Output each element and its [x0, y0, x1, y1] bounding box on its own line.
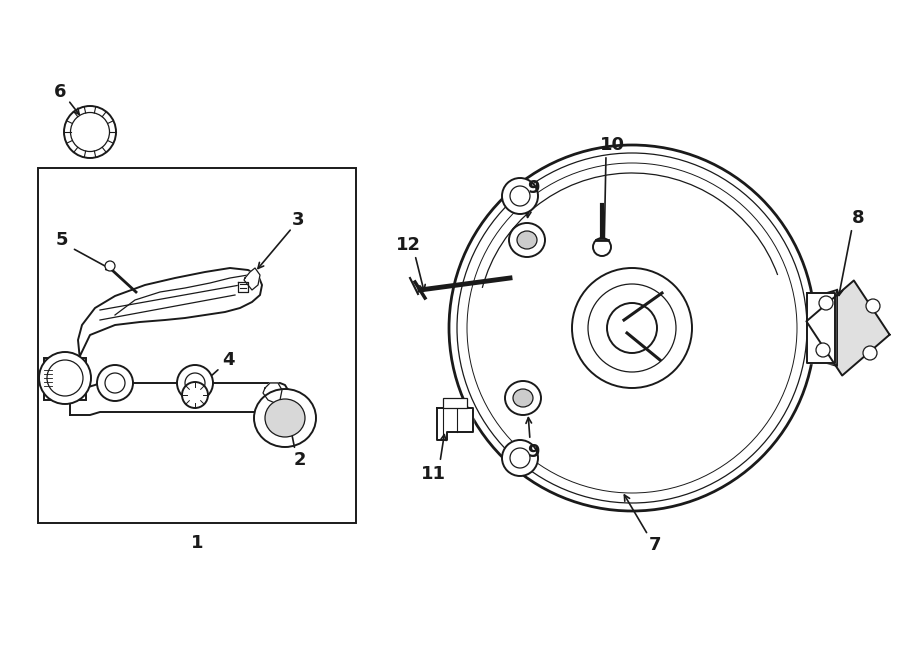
Circle shape — [572, 268, 692, 388]
Text: 3: 3 — [292, 211, 304, 229]
Polygon shape — [806, 281, 889, 375]
Text: 2: 2 — [293, 451, 306, 469]
Ellipse shape — [265, 399, 305, 437]
Text: 1: 1 — [191, 534, 203, 552]
Circle shape — [64, 106, 116, 158]
Polygon shape — [244, 268, 260, 290]
Bar — [44, 358, 86, 400]
Circle shape — [502, 178, 538, 214]
Ellipse shape — [254, 389, 316, 447]
Polygon shape — [238, 282, 248, 292]
Circle shape — [39, 352, 91, 404]
Ellipse shape — [509, 223, 545, 257]
Text: 12: 12 — [395, 236, 420, 254]
Text: 9: 9 — [526, 179, 539, 197]
Polygon shape — [437, 408, 473, 440]
Text: 7: 7 — [649, 536, 662, 554]
Text: 5: 5 — [56, 231, 68, 249]
Circle shape — [593, 238, 611, 256]
Ellipse shape — [513, 389, 533, 407]
Circle shape — [607, 303, 657, 353]
Circle shape — [816, 343, 830, 357]
Circle shape — [819, 296, 833, 310]
Circle shape — [182, 382, 208, 408]
Text: 10: 10 — [599, 136, 625, 154]
Circle shape — [502, 440, 538, 476]
Circle shape — [97, 365, 133, 401]
Ellipse shape — [517, 231, 537, 249]
Circle shape — [449, 145, 815, 511]
Circle shape — [863, 346, 877, 360]
Bar — [38, 168, 356, 523]
Text: 8: 8 — [851, 209, 864, 227]
Circle shape — [177, 365, 213, 401]
Bar — [443, 398, 467, 408]
Circle shape — [866, 299, 880, 313]
Polygon shape — [263, 383, 282, 403]
Polygon shape — [78, 268, 262, 360]
Text: 11: 11 — [420, 465, 446, 483]
Ellipse shape — [505, 381, 541, 415]
Text: 4: 4 — [221, 351, 234, 369]
Text: 6: 6 — [54, 83, 67, 101]
Polygon shape — [807, 293, 835, 363]
Polygon shape — [70, 383, 288, 415]
Text: 9: 9 — [526, 443, 539, 461]
Polygon shape — [810, 290, 837, 366]
Circle shape — [105, 261, 115, 271]
